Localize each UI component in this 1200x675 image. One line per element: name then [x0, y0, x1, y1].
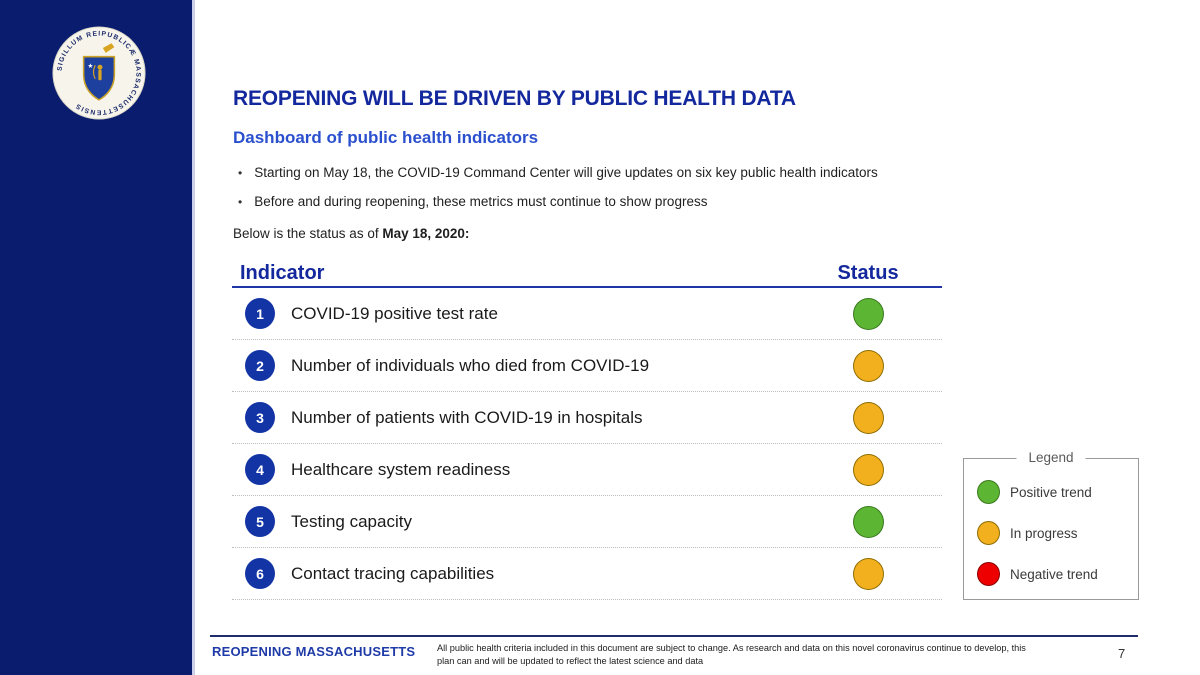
disclaimer-line-2: plan can and will be updated to reflect … — [437, 655, 704, 666]
status-cell — [831, 401, 905, 434]
legend-item: Positive trend — [977, 480, 1138, 504]
massachusetts-state-seal-icon: SIGILLUM REIPUBLICÆ MASSACHUSETTENSIS ★ — [52, 26, 146, 120]
legend-title: Legend — [1016, 450, 1086, 465]
positive-trend-circle — [977, 480, 1000, 504]
slide-title: REOPENING WILL BE DRIVEN BY PUBLIC HEALT… — [233, 87, 796, 110]
status-indicator-circle — [852, 297, 884, 330]
legend-item: In progress — [977, 521, 1138, 545]
indicator-label: Testing capacity — [291, 511, 412, 531]
footer-divider — [210, 635, 1138, 637]
footer-disclaimer: All public health criteria included in t… — [437, 642, 1026, 667]
row-number-badge: 5 — [245, 506, 275, 537]
legend-item-label: Negative trend — [1010, 566, 1098, 582]
indicator-label: COVID-19 positive test rate — [291, 303, 498, 323]
table-row: 4 Healthcare system readiness — [232, 444, 942, 496]
bullet-list: Starting on May 18, the COVID-19 Command… — [238, 165, 878, 223]
bullet-text: Starting on May 18, the COVID-19 Command… — [254, 165, 878, 180]
indicator-column-header: Indicator — [240, 262, 325, 284]
bullet-item: Starting on May 18, the COVID-19 Command… — [238, 165, 878, 180]
table-row: 6 Contact tracing capabilities — [232, 548, 942, 600]
status-cell — [831, 349, 905, 382]
negative-trend-circle — [977, 562, 1000, 586]
status-indicator-circle — [852, 349, 884, 382]
row-number-badge: 3 — [245, 402, 275, 433]
disclaimer-line-1: All public health criteria included in t… — [437, 643, 1026, 653]
table-row: 2 Number of individuals who died from CO… — [232, 340, 942, 392]
seal-star: ★ — [87, 62, 93, 70]
bullet-item: Before and during reopening, these metri… — [238, 194, 878, 209]
legend-items: Positive trend In progress Negative tren… — [964, 459, 1138, 586]
slide-subtitle: Dashboard of public health indicators — [233, 128, 539, 147]
bullet-dot — [238, 165, 254, 180]
status-indicator-circle — [852, 401, 884, 434]
status-line-prefix: Below is the status as of — [233, 226, 383, 241]
indicator-label: Number of patients with COVID-19 in hosp… — [291, 407, 643, 427]
status-cell — [831, 557, 905, 590]
table-row: 3 Number of patients with COVID-19 in ho… — [232, 392, 942, 444]
footer-brand: REOPENING MASSACHUSETTS — [212, 644, 416, 659]
status-cell — [831, 453, 905, 486]
table-row: 5 Testing capacity — [232, 496, 942, 548]
status-indicator-circle — [852, 453, 884, 486]
row-number-badge: 6 — [245, 558, 275, 589]
table-row: 1 COVID-19 positive test rate — [232, 288, 942, 340]
status-as-of-line: Below is the status as of May 18, 2020: — [233, 226, 469, 241]
row-number-badge: 1 — [245, 298, 275, 329]
row-number-badge: 4 — [245, 454, 275, 485]
status-column-header: Status — [837, 262, 899, 284]
legend-item-label: Positive trend — [1010, 484, 1092, 500]
indicator-label: Number of individuals who died from COVI… — [291, 355, 650, 375]
indicator-table: Indicator Status 1 COVID-19 positive tes… — [232, 255, 942, 600]
legend-item-label: In progress — [1010, 525, 1078, 541]
page-number: 7 — [1118, 646, 1126, 661]
row-number-badge: 2 — [245, 350, 275, 381]
indicator-label: Healthcare system readiness — [291, 459, 511, 479]
sidebar-band: SIGILLUM REIPUBLICÆ MASSACHUSETTENSIS ★ — [0, 0, 195, 675]
status-indicator-circle — [852, 557, 884, 590]
status-line-date: May 18, 2020: — [382, 226, 470, 241]
indicator-label: Contact tracing capabilities — [291, 563, 495, 583]
bullet-text: Before and during reopening, these metri… — [254, 194, 708, 209]
seal-arm-sword — [102, 43, 115, 53]
status-indicator-circle — [852, 505, 884, 538]
bullet-dot — [238, 194, 254, 209]
legend-item: Negative trend — [977, 562, 1138, 586]
table-header-row: Indicator Status — [232, 255, 942, 288]
status-cell — [831, 297, 905, 330]
in-progress-circle — [977, 521, 1000, 545]
status-cell — [831, 505, 905, 538]
legend-box: Legend Positive trend In progress Negati… — [963, 450, 1139, 600]
